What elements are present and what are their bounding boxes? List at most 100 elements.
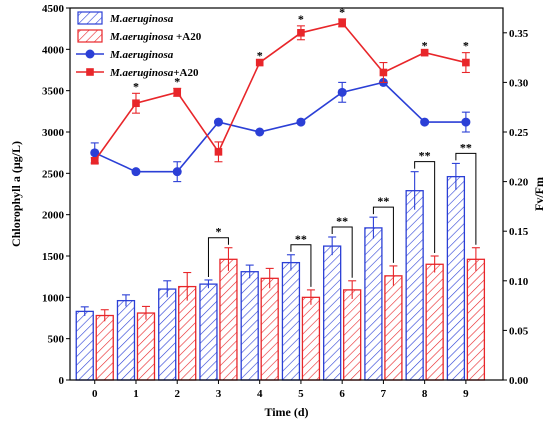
- legend-label-0: M.aeruginosa: [109, 13, 174, 25]
- bar-1-1: [136, 312, 156, 381]
- legend-marker-2: [85, 49, 95, 59]
- line-sig-label-1: *: [133, 79, 139, 93]
- y-right-tick-label-0.15: 0.15: [509, 226, 529, 238]
- line-point-1-2: [173, 88, 182, 97]
- bar-0-4: [240, 271, 259, 381]
- x-axis-title: Time (d): [264, 405, 308, 419]
- line-point-0-5: [296, 117, 306, 127]
- y-axis-left-title: Chlorophyll a (μg/L): [9, 141, 23, 247]
- bar-0-3: [199, 283, 218, 381]
- x-tick-label-2: 2: [174, 388, 180, 400]
- y-left-tick-label-1500: 1500: [42, 251, 65, 263]
- line-point-0-9: [461, 117, 471, 127]
- legend-label-species-2: M.aeruginosa: [109, 49, 174, 61]
- bar-sig-label-9: **: [460, 140, 472, 154]
- bar-sig-label-8: **: [419, 149, 431, 163]
- line-point-0-8: [420, 117, 430, 127]
- y-right-tick-label-0.35: 0.35: [509, 28, 529, 40]
- line-point-0-3: [213, 117, 223, 127]
- bar-1-4: [260, 277, 279, 381]
- line-point-1-5: [297, 29, 305, 37]
- x-tick-label-3: 3: [216, 388, 222, 400]
- x-tick-label-6: 6: [339, 388, 345, 400]
- line-point-1-3: [214, 148, 223, 156]
- x-tick-label-1: 1: [133, 388, 139, 400]
- line-sig-label-6: *: [339, 5, 345, 19]
- bar-sig-label-3: *: [215, 225, 221, 239]
- legend-label-species-0: M.aeruginosa: [109, 13, 174, 25]
- legend-label-treatment-1: +A20: [173, 31, 201, 43]
- line-point-1-1: [132, 99, 140, 108]
- bar-0-0: [75, 310, 94, 381]
- bar-0-1: [116, 299, 136, 381]
- legend-label-species-3: M.aeruginosa: [109, 67, 174, 79]
- line-point-1-6: [338, 19, 346, 27]
- line-point-0-4: [255, 127, 265, 137]
- y-left-tick-label-3500: 3500: [42, 86, 65, 98]
- axis-ticks: 0 500 1000 1500 2000 2500 3000 3500 4000 4500 0.00…: [42, 3, 529, 400]
- y-left-tick-label-3000: 3000: [42, 127, 65, 139]
- line-sig-label-2: *: [174, 74, 180, 88]
- bar-sig-bracket-3: [207, 237, 229, 277]
- y-left-tick-label-2000: 2000: [42, 210, 65, 222]
- bar-0-9: [446, 175, 466, 381]
- line-point-0-1: [131, 167, 141, 177]
- bar-0-8: [405, 190, 424, 381]
- y-left-tick-label-2500: 2500: [42, 168, 65, 180]
- bar-1-9: [466, 258, 486, 381]
- line-sig-label-9: *: [463, 39, 469, 53]
- y-left-tick-label-500: 500: [48, 334, 65, 346]
- line-point-1-7: [379, 68, 388, 77]
- legend-label-treatment-3: +A20: [173, 67, 199, 79]
- line-point-1-0: [90, 156, 99, 165]
- bar-sig-label-5: **: [295, 232, 307, 246]
- legend-marker-3: [86, 68, 94, 76]
- line-point-0-6: [337, 87, 347, 97]
- line-1: [94, 21, 467, 162]
- bar-0-2: [158, 288, 177, 381]
- legend-bar-swatch-0: [77, 11, 103, 25]
- significance-layer: ************ *** ** *: [133, 5, 477, 287]
- bar-1-0: [95, 314, 114, 381]
- line-sig-label-4: *: [257, 49, 263, 63]
- line-sig-label-5: *: [298, 12, 304, 26]
- bar-1-5: [301, 296, 321, 381]
- bar-sig-bracket-9: [455, 152, 477, 245]
- y-right-tick-label-0.05: 0.05: [509, 325, 529, 337]
- bar-sig-bracket-7: [372, 206, 394, 263]
- line-point-1-4: [255, 58, 264, 67]
- bar-1-8: [425, 263, 444, 381]
- bar-0-6: [323, 245, 342, 381]
- y-left-tick-label-4500: 4500: [42, 3, 65, 15]
- plot-frame: [69, 7, 504, 381]
- x-tick-label-5: 5: [298, 388, 304, 400]
- bar-sig-label-7: **: [377, 194, 389, 208]
- x-tick-label-4: 4: [257, 388, 263, 400]
- bar-1-6: [343, 289, 362, 381]
- bar-sig-bracket-5: [290, 244, 312, 287]
- y-right-tick-label-0.00: 0.00: [509, 375, 529, 387]
- y-left-tick-label-1000: 1000: [42, 292, 65, 304]
- line-sig-label-8: *: [422, 39, 428, 53]
- bar-1-7: [384, 275, 403, 381]
- bar-layer: [75, 162, 486, 381]
- legend-bar-swatch-1: [77, 29, 103, 43]
- bar-sig-label-6: **: [336, 214, 348, 228]
- line-point-0-2: [172, 167, 182, 177]
- legend-label-3: M.aeruginosa+A20: [109, 67, 199, 79]
- bar-sig-bracket-6: [331, 226, 353, 278]
- y-right-tick-label-0.25: 0.25: [509, 127, 529, 139]
- legend-label-1: M.aeruginosa +A20: [109, 31, 202, 43]
- line-0: [94, 81, 466, 173]
- x-tick-label-0: 0: [92, 388, 98, 400]
- y-right-tick-label-0.30: 0.30: [509, 77, 529, 89]
- line-point-1-8: [420, 48, 429, 57]
- legend-label-species-1: M.aeruginosa: [109, 31, 174, 43]
- y-right-tick-label-0.20: 0.20: [509, 177, 529, 189]
- x-tick-label-8: 8: [422, 388, 428, 400]
- y-left-tick-label-0: 0: [59, 375, 65, 387]
- line-point-1-9: [462, 58, 470, 67]
- y-left-tick-label-4000: 4000: [42, 44, 65, 56]
